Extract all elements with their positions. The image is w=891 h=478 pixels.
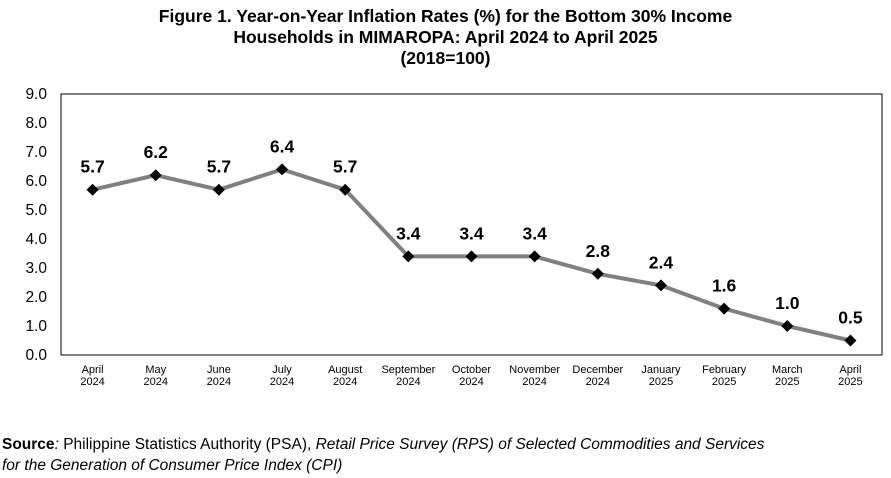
x-tick-label: August 2024 [328,364,362,388]
y-tick-label: 2.0 [25,289,47,306]
data-label: 6.2 [144,142,169,162]
y-tick-label: 3.0 [25,260,47,277]
data-point-marker [339,183,352,196]
data-point-marker [402,250,415,263]
source-note: Source: Philippine Statistics Authority … [2,434,764,476]
y-tick-label: 9.0 [25,86,47,103]
plot-area-border [60,93,883,356]
data-point-marker [465,250,478,263]
title-line-2: Households in MIMAROPA: April 2024 to Ap… [233,27,658,47]
x-tick-label: December 2024 [572,364,623,388]
data-label: 2.4 [649,252,674,272]
data-point-marker [276,163,289,176]
x-tick-label: May 2024 [143,364,167,388]
y-tick-label: 0.0 [25,347,47,364]
data-label: 3.4 [522,223,547,243]
data-label: 3.4 [396,223,421,243]
data-point-marker [149,169,162,182]
y-tick-label: 4.0 [25,231,47,248]
x-tick-label: July 2024 [270,364,294,388]
data-point-marker [591,267,604,280]
x-tick-label: February 2025 [702,364,747,388]
data-label: 1.0 [775,293,800,313]
source-line-2: for the Generation of Consumer Price Ind… [2,457,343,474]
source-text-2: Retail Price Survey (RPS) of Selected Co… [315,436,765,453]
data-point-marker [654,279,667,292]
title-line-3: (2018=100) [400,48,491,68]
data-label: 0.5 [838,308,863,328]
x-tick-label: April 2025 [838,364,862,388]
x-tick-label: September 2024 [381,364,435,388]
line-chart: 0.0 1.0 2.0 3.0 4.0 5.0 6.0 7.0 8.0 9.0 April 2024 M… [25,86,883,388]
x-tick-label: June 2024 [207,364,231,388]
y-tick-label: 7.0 [25,144,47,161]
x-tick-label: November 2024 [509,364,560,388]
x-tick-label: January 2025 [641,364,681,388]
title-line-1: Figure 1. Year-on-Year Inflation Rates (… [158,6,733,26]
data-point-marker [528,250,541,263]
data-label: 5.7 [207,157,231,177]
data-point-marker [212,183,225,196]
y-tick-label: 5.0 [25,202,47,219]
x-tick-label: October 2024 [452,364,491,388]
y-tick-label: 6.0 [25,173,47,190]
data-point-marker [718,302,731,315]
data-label: 1.6 [712,276,737,296]
source-label: Source [2,436,55,453]
y-tick-label: 1.0 [25,318,47,335]
data-label: 3.4 [459,223,484,243]
data-point-marker [844,334,857,347]
data-label: 6.4 [270,136,295,156]
x-tick-label: March 2025 [772,364,803,388]
y-tick-label: 8.0 [25,115,47,132]
source-colon: : [54,436,64,453]
source-text-1: Philippine Statistics Authority (PSA), [63,436,316,453]
data-label: 5.7 [333,157,357,177]
data-point-marker [781,320,794,332]
chart-title: Figure 1. Year-on-Year Inflation Rates (… [0,6,891,69]
data-point-marker [86,183,99,196]
data-label: 5.7 [80,157,104,177]
data-label: 2.8 [586,241,611,261]
x-tick-label: April 2024 [80,364,104,388]
